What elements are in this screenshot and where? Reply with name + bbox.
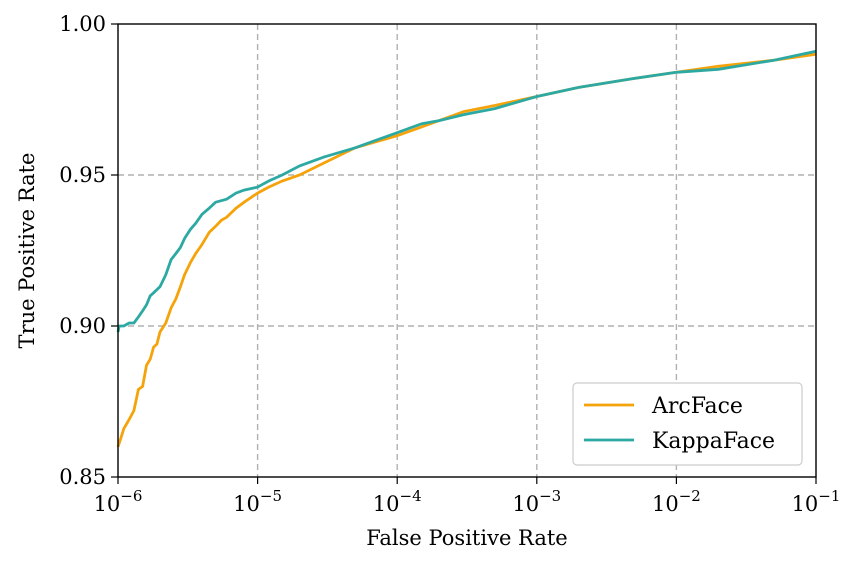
plot-frame — [117, 23, 817, 478]
y-tick-label: 0.85 — [59, 465, 106, 489]
series-lines — [116, 49, 817, 448]
x-tick-label: 10−2 — [652, 487, 701, 516]
x-tick-label: 10−3 — [512, 487, 561, 516]
x-tick-label: 10−4 — [373, 487, 422, 516]
y-tick-label: 0.90 — [59, 314, 106, 338]
arcface-line — [116, 52, 817, 448]
y-tick-label: 0.95 — [59, 163, 106, 187]
y-tick-label: 1.00 — [59, 12, 106, 36]
x-tick-label: 10−5 — [233, 487, 282, 516]
x-tick-label: 10−1 — [792, 487, 841, 516]
legend-label-arcface: ArcFace — [651, 394, 743, 419]
legend-box — [572, 382, 803, 466]
kappaface-line — [116, 49, 817, 333]
x-axis-title: False Positive Rate — [366, 526, 567, 550]
x-axis-ticks: 10−6 10−5 10−4 10−3 10−2 10−1 — [94, 477, 841, 516]
grid — [118, 24, 816, 477]
y-axis-ticks: 0.85 0.90 0.95 1.00 — [59, 12, 118, 489]
legend-label-kappaface: KappaFace — [652, 429, 775, 454]
y-axis-title: True Positive Rate — [15, 153, 39, 349]
x-tick-label: 10−6 — [94, 487, 143, 516]
legend: ArcFace KappaFace — [572, 382, 803, 466]
